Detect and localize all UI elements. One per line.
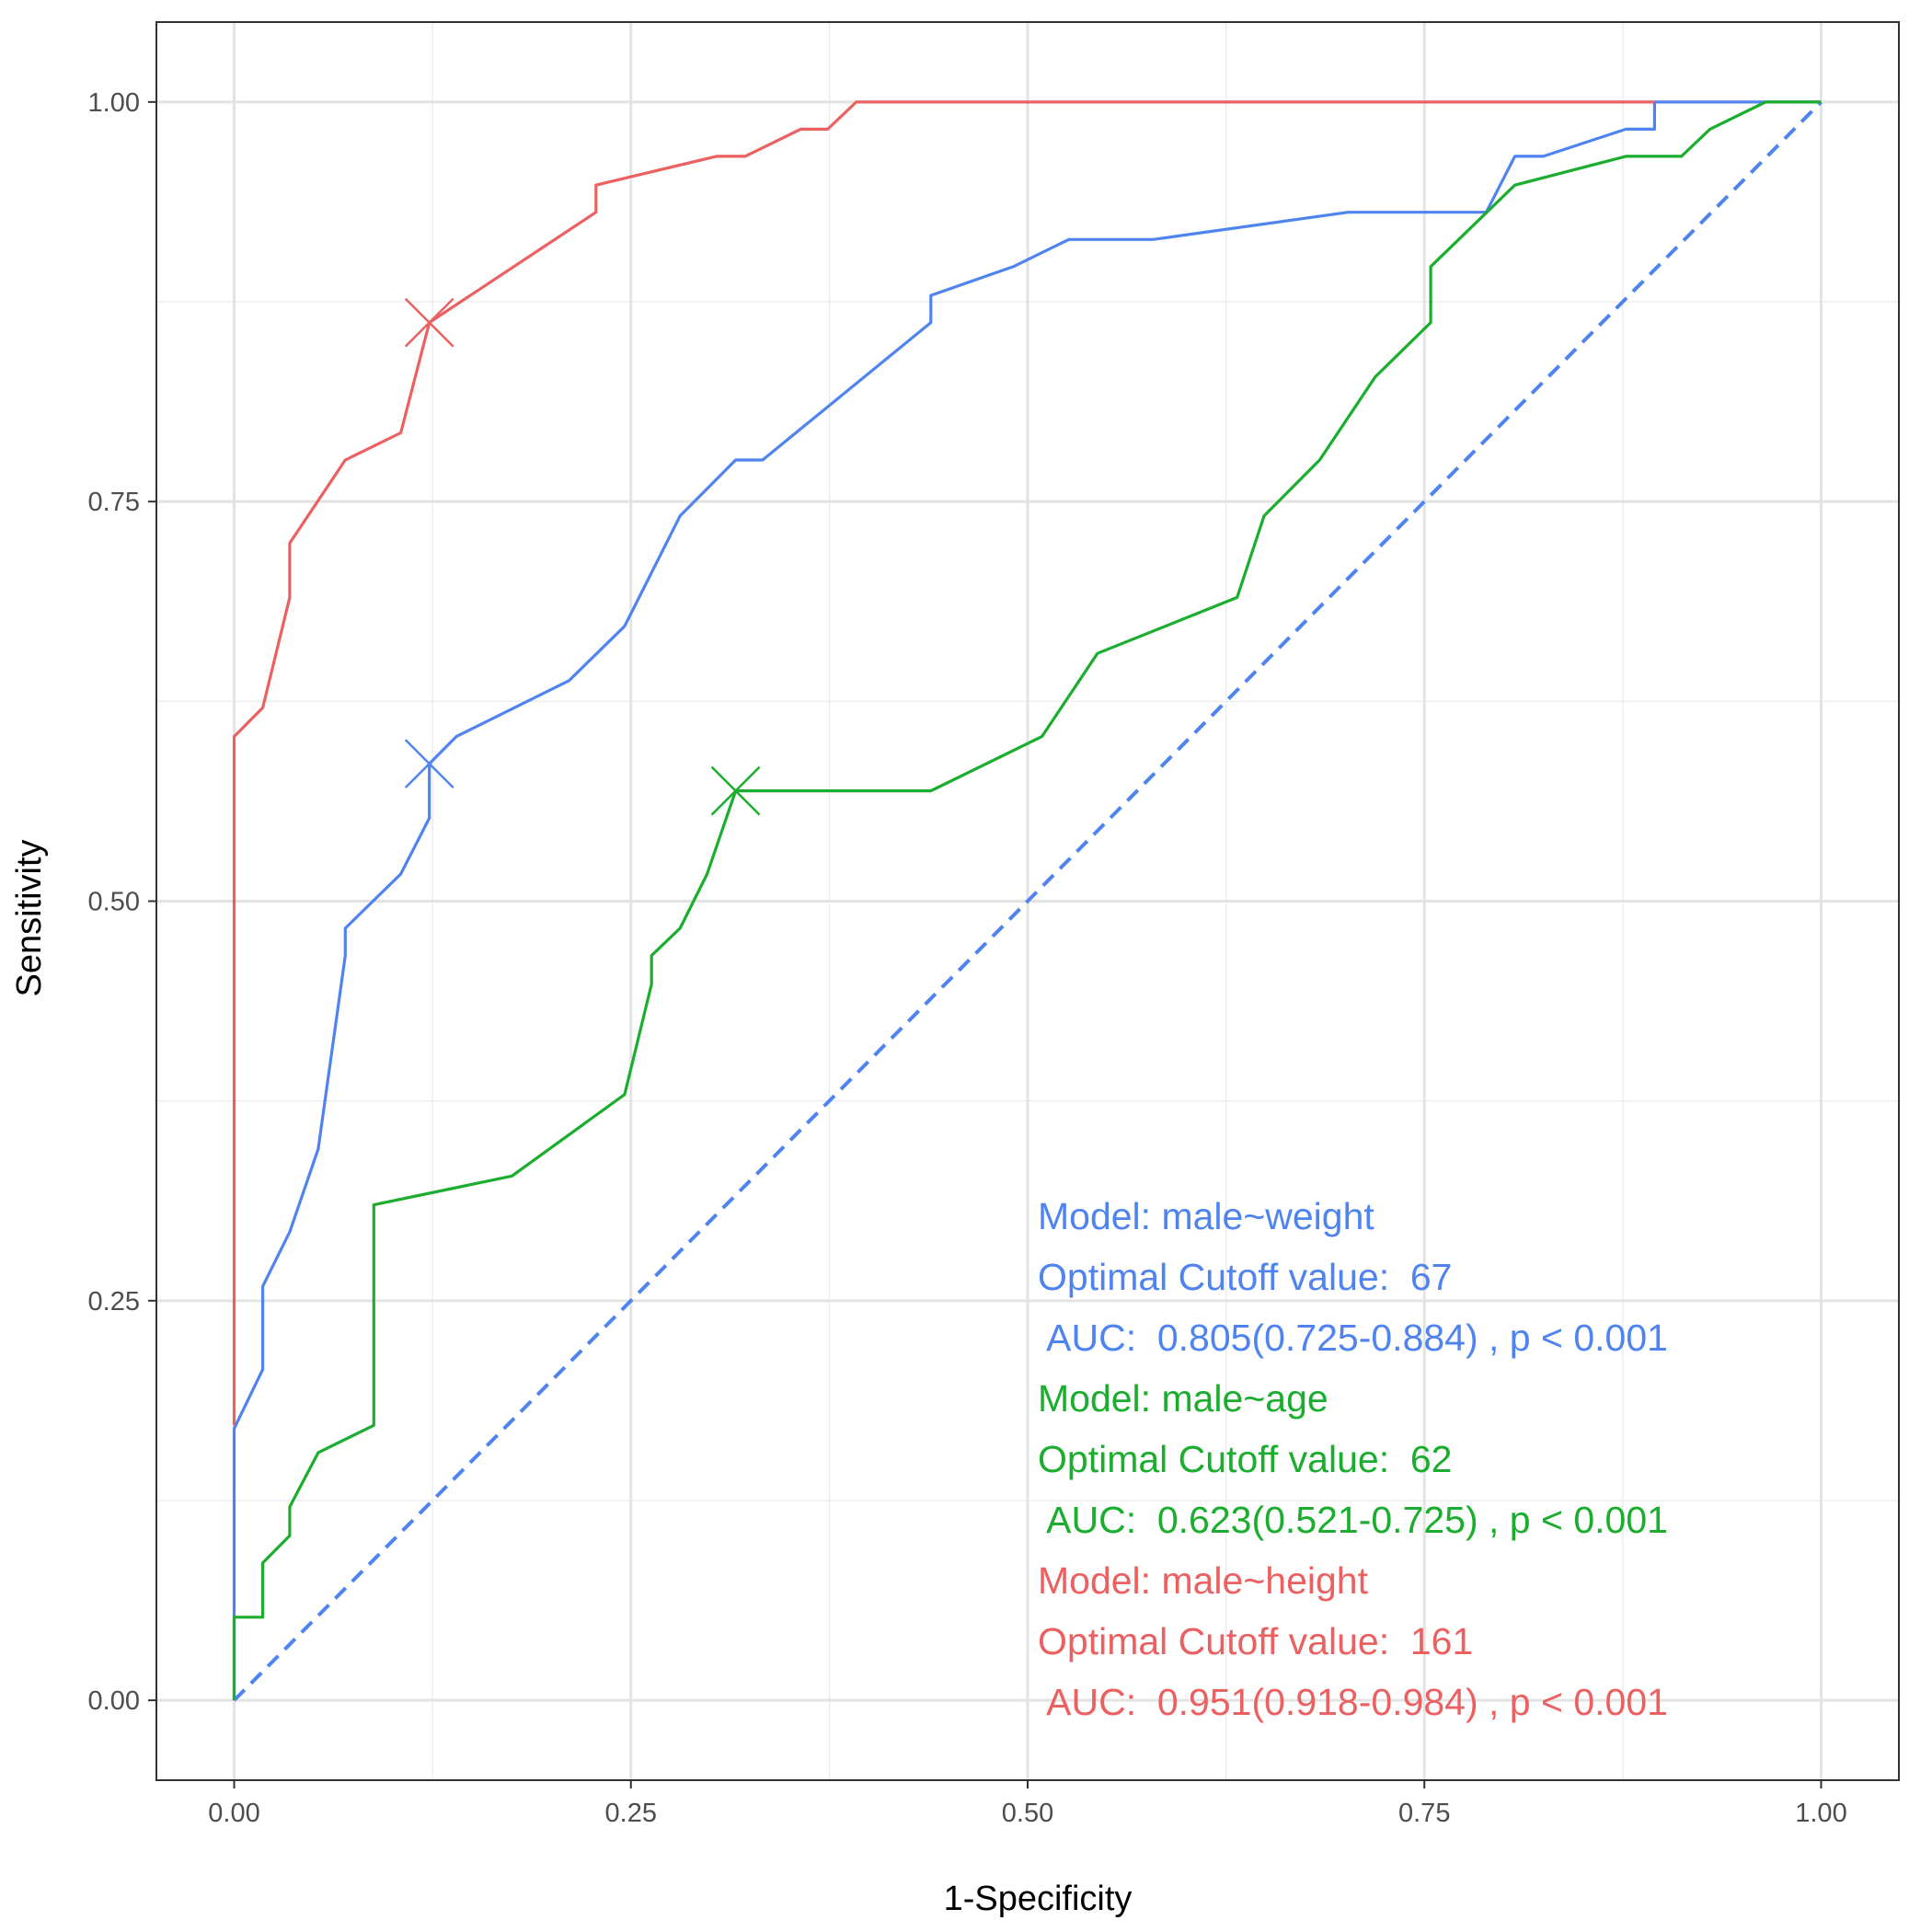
- annotation-line: AUC: 0.623(0.521-0.725) , p < 0.001: [1038, 1499, 1668, 1541]
- y-axis-title: Sensitivity: [10, 839, 49, 996]
- annotation-line: AUC: 0.805(0.725-0.884) , p < 0.001: [1038, 1317, 1668, 1359]
- annotations: Model: male~weight Optimal Cutoff value: …: [1038, 1195, 1668, 1723]
- y-tick-label: 0.25: [88, 1287, 140, 1317]
- reference-line-group: [233, 100, 1823, 1702]
- series-line-2: [232, 100, 1655, 1426]
- y-tick-label: 0.75: [88, 488, 140, 517]
- x-axis-title: 1-Specificity: [944, 1880, 1133, 1918]
- y-tick-label: 0.00: [88, 1686, 140, 1716]
- cutoff-marker-2: [404, 297, 454, 348]
- x-tick-label: 1.00: [1795, 1799, 1846, 1828]
- reference-diagonal-line: [233, 100, 1823, 1702]
- y-tick-label: 0.50: [88, 888, 140, 917]
- annotation-line: Model: male~weight: [1038, 1195, 1374, 1237]
- y-axis: 0.00 0.25 0.50 0.75 1.00: [88, 88, 156, 1716]
- x-axis: 0.00 0.25 0.50 0.75 1.00: [208, 1780, 1847, 1828]
- x-tick-label: 0.50: [1002, 1799, 1053, 1828]
- series-line-0: [232, 100, 1822, 1701]
- x-tick-label: 0.25: [605, 1799, 657, 1828]
- annotation-line: Model: male~age: [1038, 1377, 1328, 1420]
- annotation-line: Optimal Cutoff value: 161: [1038, 1620, 1473, 1662]
- annotation-line: AUC: 0.951(0.918-0.984) , p < 0.001: [1038, 1681, 1668, 1723]
- annotation-line: Model: male~height: [1038, 1559, 1369, 1602]
- x-tick-label: 0.00: [208, 1799, 259, 1828]
- annotation-line: Optimal Cutoff value: 62: [1038, 1438, 1452, 1480]
- x-tick-label: 0.75: [1398, 1799, 1450, 1828]
- annotation-line: Optimal Cutoff value: 67: [1038, 1256, 1452, 1298]
- cutoff-marker-0: [404, 739, 454, 788]
- cutoff-markers: [404, 297, 761, 816]
- y-tick-label: 1.00: [88, 88, 140, 118]
- cutoff-marker-1: [710, 765, 761, 816]
